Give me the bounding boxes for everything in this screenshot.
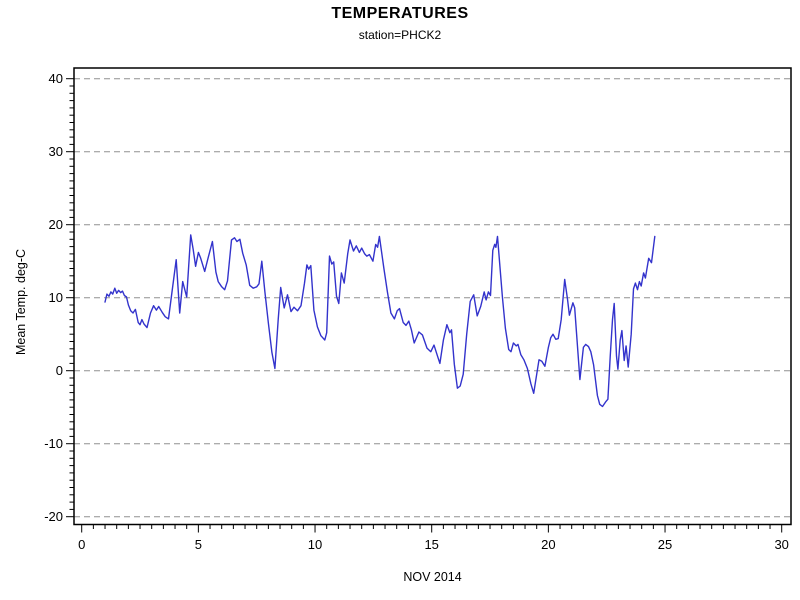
y-tick-label: 30 [49, 144, 63, 159]
x-tick-label: 10 [308, 537, 322, 552]
y-tick-label: -10 [44, 436, 63, 451]
temperature-line [104, 234, 656, 408]
chart-subtitle: station=PHCK2 [358, 28, 442, 42]
x-axis-ticks [81, 524, 783, 533]
y-tick-label: 0 [56, 363, 63, 378]
x-tick-labels: 0 5 10 15 20 25 30 [78, 537, 789, 552]
y-tick-label: 40 [49, 71, 63, 86]
x-tick-label: 15 [424, 537, 438, 552]
y-axis-ticks [66, 78, 74, 518]
x-tick-label: 5 [195, 537, 202, 552]
y-tick-label: -20 [44, 509, 63, 524]
chart-title: TEMPERATURES [331, 5, 469, 22]
y-tick-label: 20 [49, 217, 63, 232]
x-tick-label: 30 [774, 537, 788, 552]
x-tick-label: 25 [658, 537, 672, 552]
y-tick-label: 10 [49, 290, 63, 305]
x-tick-label: 0 [78, 537, 85, 552]
plot-frame [73, 67, 792, 526]
y-tick-labels: -20 -10 0 10 20 30 40 [44, 71, 63, 524]
x-tick-label: 20 [541, 537, 555, 552]
x-axis-label: NOV 2014 [403, 570, 462, 584]
